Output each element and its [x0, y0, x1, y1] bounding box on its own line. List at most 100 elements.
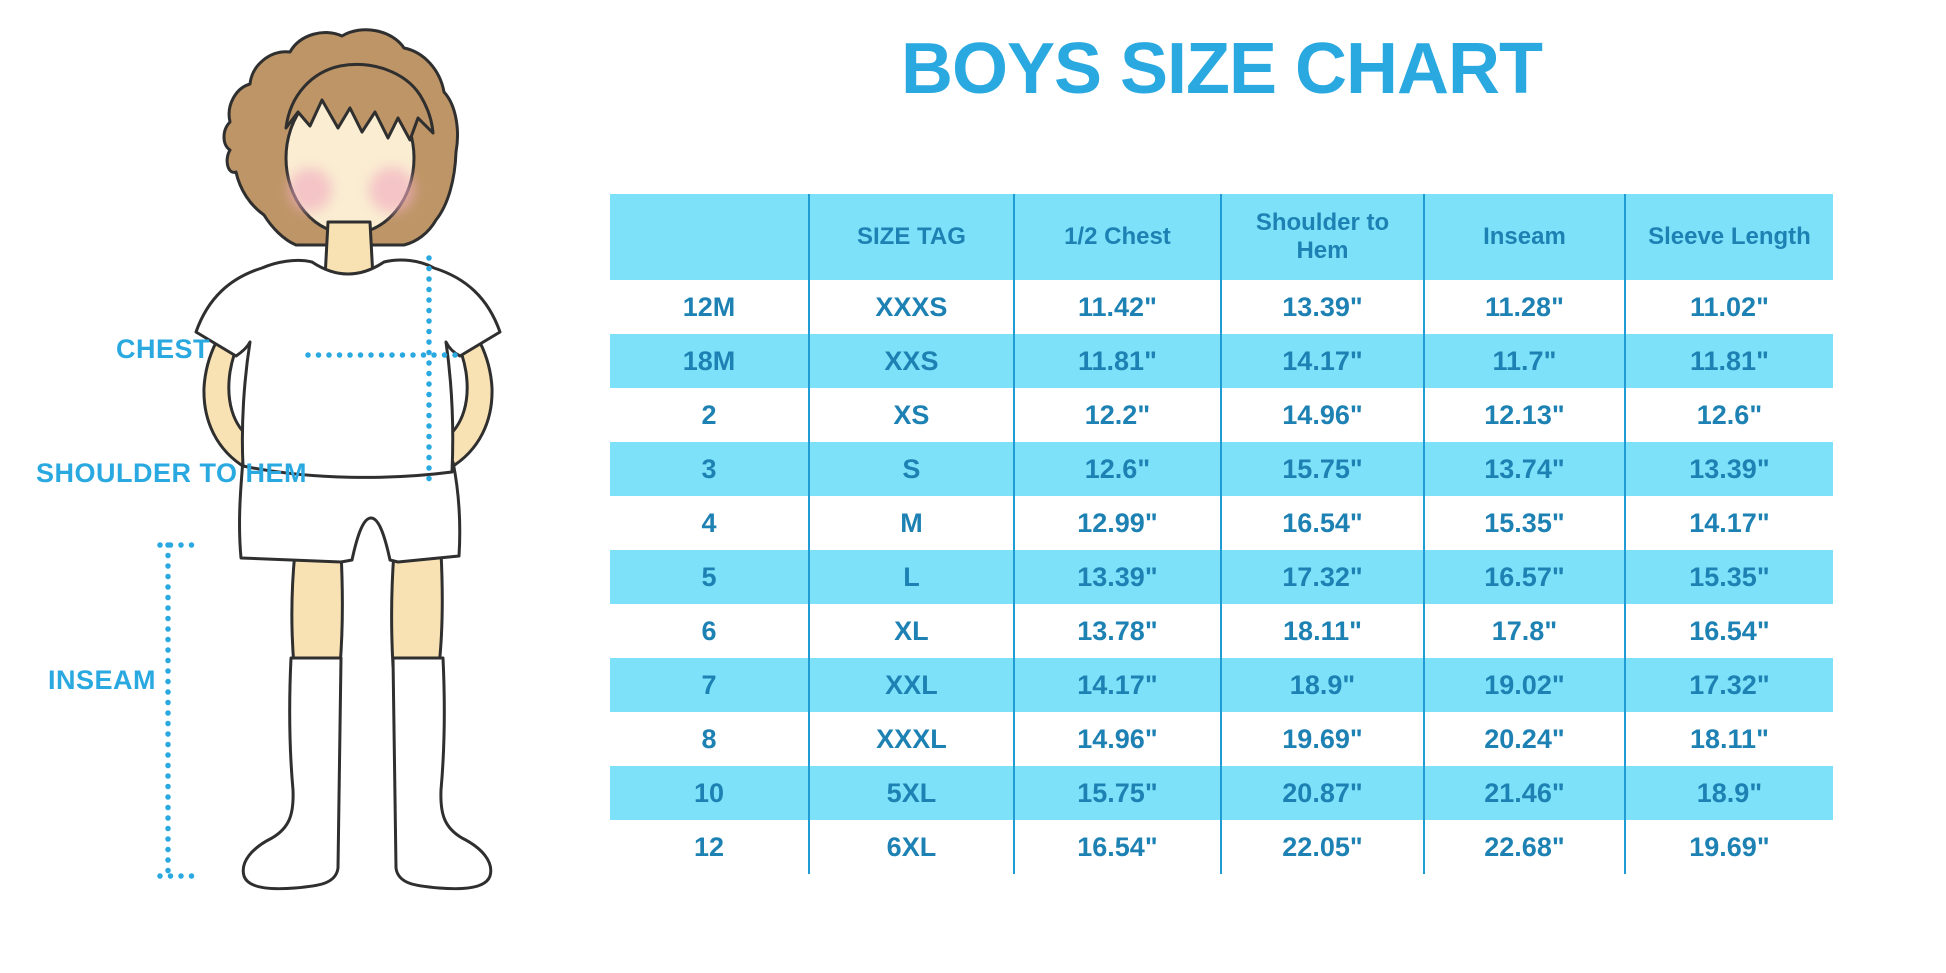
- value-cell: 19.69": [1222, 712, 1425, 766]
- header-cell: Inseam: [1425, 194, 1626, 280]
- value-cell: 13.74": [1425, 442, 1626, 496]
- value-cell: 22.05": [1222, 820, 1425, 874]
- size-table: SIZE TAG 1/2 Chest Shoulder to Hem Inseam Sl…: [610, 194, 1833, 874]
- size-cell: 5: [610, 550, 810, 604]
- size-cell: 12M: [610, 280, 810, 334]
- value-cell: 12.99": [1015, 496, 1222, 550]
- value-cell: 14.17": [1015, 658, 1222, 712]
- header-cell: 1/2 Chest: [1015, 194, 1222, 280]
- blush-left: [288, 168, 332, 212]
- value-cell: 21.46": [1425, 766, 1626, 820]
- value-cell: 19.02": [1425, 658, 1626, 712]
- value-cell: 20.24": [1425, 712, 1626, 766]
- value-cell: 11.7": [1425, 334, 1626, 388]
- table-row: 7 XXL 14.17" 18.9" 19.02" 17.32": [610, 658, 1833, 712]
- left-leg: [290, 550, 344, 668]
- table-row: 5 L 13.39" 17.32" 16.57" 15.35": [610, 550, 1833, 604]
- size-cell: 18M: [610, 334, 810, 388]
- value-cell: 13.39": [1689, 453, 1770, 484]
- table-row: 12M XXXS 11.42" 13.39" 11.28" 11.02": [610, 280, 1833, 334]
- value-cell: 16.54": [1015, 820, 1222, 874]
- size-cell: 7: [610, 658, 810, 712]
- table-row: 6 XL 13.78" 18.11" 17.8" 16.54": [610, 604, 1833, 658]
- value-cell: 12.13": [1425, 388, 1626, 442]
- value-cell: 18.9": [1696, 777, 1763, 808]
- value-cell: 12.6": [1696, 399, 1763, 430]
- size-cell: 10: [610, 766, 810, 820]
- value-cell: 13.39": [1222, 280, 1425, 334]
- value-cell: XS: [810, 388, 1015, 442]
- table-row: 18M XXS 11.81" 14.17" 11.7" 11.81": [610, 334, 1833, 388]
- size-cell: 2: [610, 388, 810, 442]
- value-cell: 11.28": [1425, 280, 1626, 334]
- header-cell: Shoulder to Hem: [1222, 194, 1425, 280]
- value-cell: 17.32": [1222, 550, 1425, 604]
- value-cell: 15.35": [1689, 561, 1770, 592]
- shorts: [238, 458, 462, 564]
- size-cell: 4: [610, 496, 810, 550]
- boy-illustration: [157, 28, 502, 891]
- value-cell: 14.96": [1222, 388, 1425, 442]
- value-cell: 15.75": [1222, 442, 1425, 496]
- value-cell: 18.9": [1222, 658, 1425, 712]
- right-sock: [391, 656, 493, 891]
- value-cell: 11.02": [1690, 291, 1769, 322]
- chest-label: CHEST: [115, 334, 210, 364]
- table-row: 2 XS 12.2" 14.96" 12.13" 12.6": [610, 388, 1833, 442]
- table-row: 10 5XL 15.75" 20.87" 21.46" 18.9": [610, 766, 1833, 820]
- value-cell: XXS: [810, 334, 1015, 388]
- right-leg: [390, 550, 444, 668]
- size-table-body: 12M XXXS 11.42" 13.39" 11.28" 11.02" 18M XXS 11.…: [610, 280, 1833, 874]
- value-cell: XXXS: [810, 280, 1015, 334]
- value-cell: 16.54": [1689, 615, 1770, 646]
- page-title: BOYS SIZE CHART: [900, 29, 1543, 109]
- value-cell: 13.39": [1015, 550, 1222, 604]
- value-cell: 15.35": [1425, 496, 1626, 550]
- value-cell: 20.87": [1222, 766, 1425, 820]
- value-cell: XXL: [810, 658, 1015, 712]
- value-cell: 19.69": [1689, 831, 1770, 862]
- size-cell: 12: [610, 820, 810, 874]
- header-cell: SIZE TAG: [810, 194, 1015, 280]
- value-cell: 16.54": [1222, 496, 1425, 550]
- size-cell: 8: [610, 712, 810, 766]
- value-cell: 11.42": [1015, 280, 1222, 334]
- value-cell: 13.78": [1015, 604, 1222, 658]
- value-cell: M: [810, 496, 1015, 550]
- value-cell: 11.81": [1690, 345, 1769, 376]
- size-cell: 3: [610, 442, 810, 496]
- value-cell: 5XL: [810, 766, 1015, 820]
- value-cell: S: [810, 442, 1015, 496]
- value-cell: XXXL: [810, 712, 1015, 766]
- inseam-label: INSEAM: [47, 665, 156, 695]
- hair-fringe: [284, 63, 435, 142]
- header-cell: [610, 194, 810, 280]
- value-cell: 22.68": [1425, 820, 1626, 874]
- shoulder-to-hem-label: SHOULDER TO HEM: [36, 458, 308, 488]
- header-cell: Sleeve Length: [1648, 223, 1811, 251]
- value-cell: 12.2": [1015, 388, 1222, 442]
- value-cell: 16.57": [1425, 550, 1626, 604]
- table-row: 3 S 12.6" 15.75" 13.74" 13.39": [610, 442, 1833, 496]
- table-row: 4 M 12.99" 16.54" 15.35" 14.17": [610, 496, 1833, 550]
- t-shirt: [194, 258, 502, 479]
- value-cell: L: [810, 550, 1015, 604]
- table-row: 12 6XL 16.54" 22.05" 22.68" 19.69": [610, 820, 1833, 874]
- value-cell: 15.75": [1015, 766, 1222, 820]
- size-cell: 6: [610, 604, 810, 658]
- blush-right: [369, 167, 415, 213]
- value-cell: 6XL: [810, 820, 1015, 874]
- value-cell: 14.17": [1222, 334, 1425, 388]
- value-cell: XL: [810, 604, 1015, 658]
- value-cell: 11.81": [1015, 334, 1222, 388]
- table-row: 8 XXXL 14.96" 19.69" 20.24" 18.11": [610, 712, 1833, 766]
- value-cell: 17.32": [1689, 669, 1770, 700]
- value-cell: 18.11": [1690, 723, 1769, 754]
- value-cell: 14.96": [1015, 712, 1222, 766]
- value-cell: 12.6": [1015, 442, 1222, 496]
- value-cell: 17.8": [1425, 604, 1626, 658]
- size-table-header: SIZE TAG 1/2 Chest Shoulder to Hem Inseam Sl…: [610, 194, 1833, 280]
- value-cell: 18.11": [1222, 604, 1425, 658]
- value-cell: 14.17": [1689, 507, 1770, 538]
